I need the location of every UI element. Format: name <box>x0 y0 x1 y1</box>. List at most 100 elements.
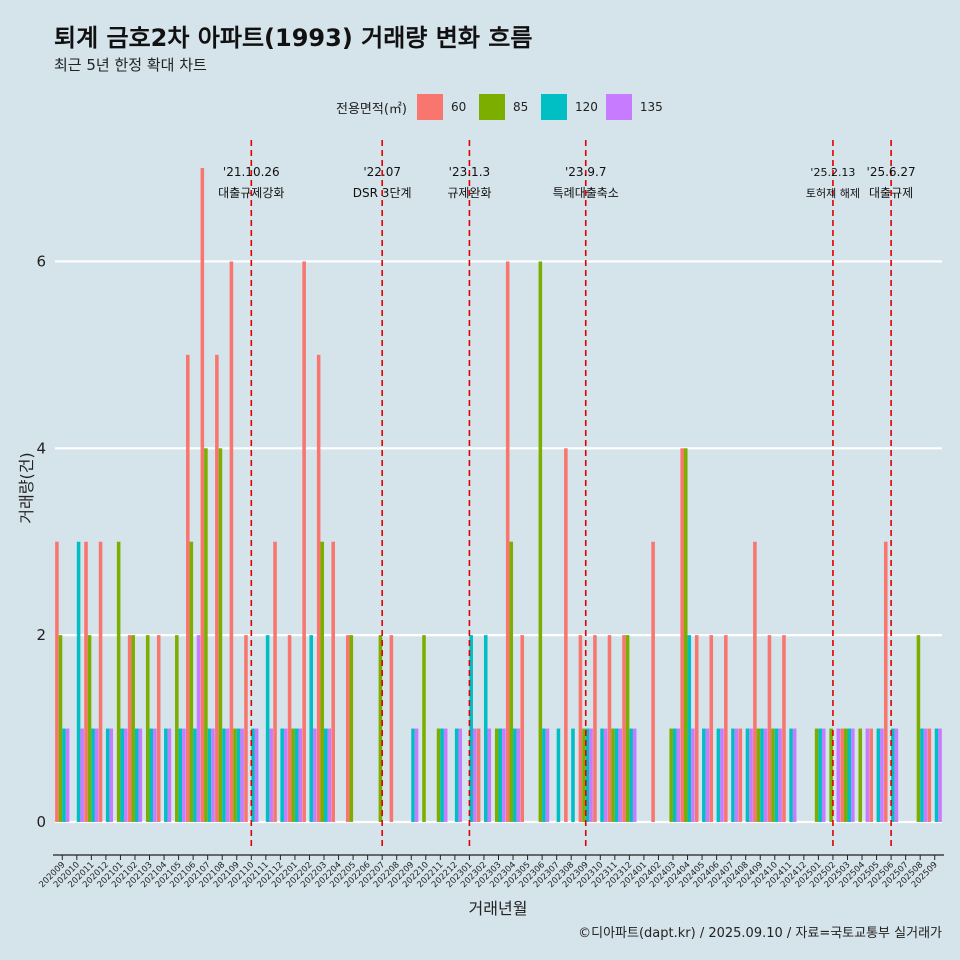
bar-85-202409 <box>756 728 761 822</box>
bar-120-202111 <box>265 635 270 822</box>
bar-135-202508 <box>923 728 928 822</box>
bar-120-202311 <box>614 728 619 822</box>
bar-120-202312 <box>629 728 633 822</box>
x-axis-title: 거래년월 <box>469 899 528 918</box>
bar-120-202405 <box>702 728 706 822</box>
bar-120-202109 <box>236 728 241 822</box>
bar-135-202410 <box>778 728 782 822</box>
bar-120-202211 <box>440 728 444 822</box>
bar-120-202202 <box>309 635 314 822</box>
bar-135-202101 <box>124 728 128 822</box>
bar-85-202211 <box>436 728 441 822</box>
bar-85-202306 <box>538 261 543 822</box>
bar-85-202404 <box>683 448 688 822</box>
legend: 전용면적(㎡) 60 85 120 135 <box>336 92 671 122</box>
bar-135-202312 <box>632 728 637 822</box>
bar-85-202303 <box>494 728 499 822</box>
bar-60-202107 <box>200 168 205 822</box>
bar-60-202302 <box>476 728 481 822</box>
bar-135-202112 <box>283 728 288 822</box>
bar-60-202410 <box>767 635 772 822</box>
bar-135-202306 <box>545 728 550 822</box>
annotation-label: DSR 3단계 <box>353 186 412 200</box>
bar-60-202406 <box>709 635 714 822</box>
bar-60-202012 <box>98 541 103 822</box>
bar-120-202410 <box>774 728 779 822</box>
bar-135-202506 <box>894 728 899 822</box>
bar-85-202103 <box>145 635 150 822</box>
bar-85-202503 <box>843 728 848 822</box>
bar-85-202109 <box>233 728 237 822</box>
bar-135-202505 <box>880 728 884 822</box>
bar-85-202201 <box>291 728 295 822</box>
annotation-date: '23.9.7 <box>565 165 606 179</box>
bar-85-202508 <box>916 635 921 822</box>
bar-60-202408 <box>738 728 743 822</box>
bar-120-202209 <box>411 728 415 822</box>
annotation-label: 특례대출축소 <box>553 186 619 200</box>
bar-135-202011 <box>94 728 99 822</box>
bar-60-202305 <box>520 635 525 822</box>
annotation-label: 토허제 해제 <box>806 186 860 200</box>
bar-135-202012 <box>109 728 114 822</box>
source-caption: ©디아파트(dapt.kr) / 2025.09.10 / 자료=국토교통부 실… <box>578 926 942 941</box>
bar-120-202304 <box>513 728 517 822</box>
bar-120-202108 <box>222 728 226 822</box>
bar-120-202103 <box>149 728 154 822</box>
bar-60-202505 <box>869 728 873 822</box>
bar-135-202108 <box>225 728 230 822</box>
bar-135-202209 <box>414 728 419 822</box>
bar-120-202105 <box>178 728 183 822</box>
bar-120-202010 <box>76 541 81 822</box>
legend-label-60: 60 <box>450 100 467 114</box>
bar-120-202301 <box>469 635 473 822</box>
bar-60-202409 <box>753 541 757 822</box>
bar-85-202207 <box>378 635 383 822</box>
bar-120-202407 <box>731 728 735 822</box>
bar-85-202504 <box>858 728 863 822</box>
x-axis: 2020092020102020112020122021012021022021… <box>37 854 944 890</box>
bar-85-202502 <box>829 728 833 822</box>
bar-135-202405 <box>705 728 710 822</box>
bar-135-202202 <box>313 728 317 822</box>
bar-120-202102 <box>134 728 139 822</box>
bar-120-202107 <box>207 728 212 822</box>
bar-135-202109 <box>240 728 244 822</box>
annotation-lines <box>250 140 892 850</box>
bar-120-202505 <box>876 728 881 822</box>
legend-key-60 <box>416 94 443 120</box>
bar-120-202104 <box>164 728 168 822</box>
bar-120-202309 <box>585 728 590 822</box>
bar-85-202101 <box>116 541 121 822</box>
bar-135-202311 <box>618 728 622 822</box>
bar-85-202203 <box>320 541 325 822</box>
bar-135-202212 <box>458 728 462 822</box>
bar-85-202205 <box>349 635 354 822</box>
bar-120-202308 <box>571 728 575 822</box>
bar-120-202110 <box>251 728 255 822</box>
bar-135-202407 <box>734 728 739 822</box>
bar-60-202011 <box>84 541 88 822</box>
bar-85-202106 <box>189 541 194 822</box>
annotations: '21.10.26 대출규제강화 '22.07 DSR 3단계 '23.1.3 규제완화 '… <box>218 165 915 200</box>
bar-135-202110 <box>254 728 259 822</box>
bar-120-202409 <box>760 728 764 822</box>
bar-60-202201 <box>287 635 292 822</box>
bar-135-202501 <box>821 728 826 822</box>
bar-60-202108 <box>215 354 219 822</box>
legend-title: 전용면적(㎡) <box>336 101 407 117</box>
annotation-date: '25.6.27 <box>867 165 916 179</box>
bar-120-202101 <box>120 728 124 822</box>
bar-60-202104 <box>156 635 161 822</box>
y-axis-title: 거래량(건) <box>17 452 36 523</box>
bar-135-202409 <box>763 728 768 822</box>
bar-60-202202 <box>302 261 306 822</box>
bar-120-202203 <box>324 728 328 822</box>
bar-120-202112 <box>280 728 284 822</box>
bar-85-202009 <box>58 635 63 822</box>
bar-120-202012 <box>105 728 110 822</box>
bar-85-202403 <box>669 728 673 822</box>
bar-135-202106 <box>196 635 201 822</box>
bar-85-202210 <box>422 635 426 822</box>
